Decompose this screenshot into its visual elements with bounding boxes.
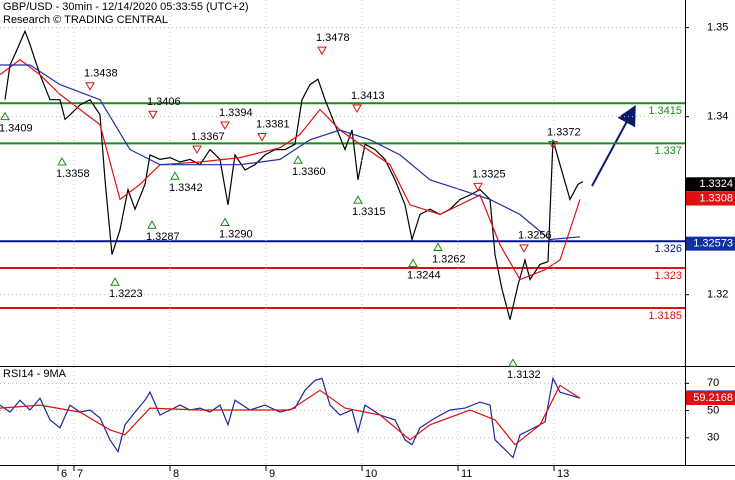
y-tick-label: 1.34	[707, 111, 728, 123]
y-tick-label: 1.32	[707, 289, 728, 301]
y-tick-label: 30	[707, 432, 719, 444]
forecast-arrow	[591, 104, 636, 187]
pivot-label: 1.3478	[316, 32, 350, 44]
x-tick-label: 10	[365, 468, 377, 480]
x-tick-label: 6	[61, 468, 67, 480]
pivot-label: 1.3372	[547, 126, 581, 138]
pivot-high-marker	[192, 145, 202, 155]
price-tag	[686, 177, 735, 192]
price-tag-label: 1.32573	[693, 238, 733, 250]
y-tick-label: 50	[707, 404, 719, 416]
level-label: 1.337	[654, 145, 682, 157]
pivot-label: 1.3262	[432, 253, 466, 265]
pivot-low-marker	[57, 157, 67, 166]
pivot-label: 1.3287	[146, 231, 180, 243]
pivot-low-marker	[147, 220, 157, 229]
pivot-low-marker	[508, 358, 518, 367]
pivot-label: 1.3244	[407, 269, 441, 281]
pivot-low-marker	[433, 242, 443, 251]
pivot-high-marker	[317, 46, 327, 56]
pivot-label: 1.3360	[292, 166, 326, 178]
pivot-label: 1.3325	[472, 168, 506, 180]
pivot-label: 1.3315	[352, 206, 386, 218]
y-tick-label: 70	[707, 377, 719, 389]
x-tick-label: 11	[461, 468, 472, 480]
price-tag	[686, 191, 735, 206]
pivot-label: 1.3223	[109, 288, 143, 300]
x-tick-label: 13	[557, 468, 569, 480]
level-label: 1.3415	[648, 105, 682, 117]
level-label: 1.323	[654, 270, 682, 282]
pivot-label: 1.3438	[84, 68, 118, 80]
pivot-label: 1.3358	[56, 168, 90, 180]
pivot-high-marker	[519, 244, 529, 253]
series-line	[0, 64, 581, 241]
pivot-high-marker	[85, 82, 95, 91]
pivot-label: 1.3413	[351, 90, 385, 102]
x-tick-label: 8	[173, 468, 179, 480]
pivot-low-marker	[408, 258, 418, 267]
pivot-high-marker	[352, 104, 362, 114]
pivot-label: 1.3367	[191, 131, 225, 143]
price-tag-label: 1.3324	[699, 178, 733, 190]
pivot-low-marker	[293, 155, 303, 164]
pivot-high-marker	[257, 133, 267, 142]
x-tick-label: 9	[269, 468, 275, 480]
pivot-label: 1.3342	[169, 182, 203, 194]
series-line	[0, 384, 581, 446]
price-tag-label: 59.2168	[693, 392, 733, 404]
chart-subtitle: Research © TRADING CENTRAL	[3, 14, 168, 26]
pivot-label: 1.3256	[518, 230, 552, 242]
panel-title: RSI14 - 9MA	[3, 368, 67, 380]
pivot-low-marker	[220, 217, 230, 227]
pivot-label: 1.3132	[507, 369, 541, 381]
pivot-low-marker	[110, 277, 120, 286]
series-line	[0, 58, 581, 281]
pivot-low-marker	[170, 171, 180, 180]
price-tag	[686, 391, 735, 406]
pivot-high-marker	[148, 110, 158, 120]
pivot-high-marker	[473, 182, 483, 192]
level-label: 1.3185	[648, 310, 682, 322]
pivot-label: 1.3290	[219, 228, 253, 240]
x-tick-label: 7	[77, 468, 83, 480]
pivot-low-marker	[0, 111, 10, 121]
pivot-label: 1.3406	[147, 96, 181, 108]
y-tick-label: 1.35	[707, 22, 728, 34]
pivot-low-marker	[353, 195, 363, 204]
level-label: 1.326	[654, 243, 682, 255]
chart-title: GBP/USD - 30min - 12/14/2020 05:33:55 (U…	[3, 1, 248, 13]
pivot-label: 1.3409	[0, 123, 33, 135]
pivot-label: 1.3394	[219, 107, 253, 119]
price-tag	[686, 236, 735, 251]
pivot-high-marker	[220, 121, 230, 130]
price-tag-label: 1.3308	[699, 192, 733, 204]
pivot-label: 1.3381	[256, 118, 290, 130]
pivot-high-marker	[548, 141, 558, 150]
series-line	[4, 29, 584, 320]
